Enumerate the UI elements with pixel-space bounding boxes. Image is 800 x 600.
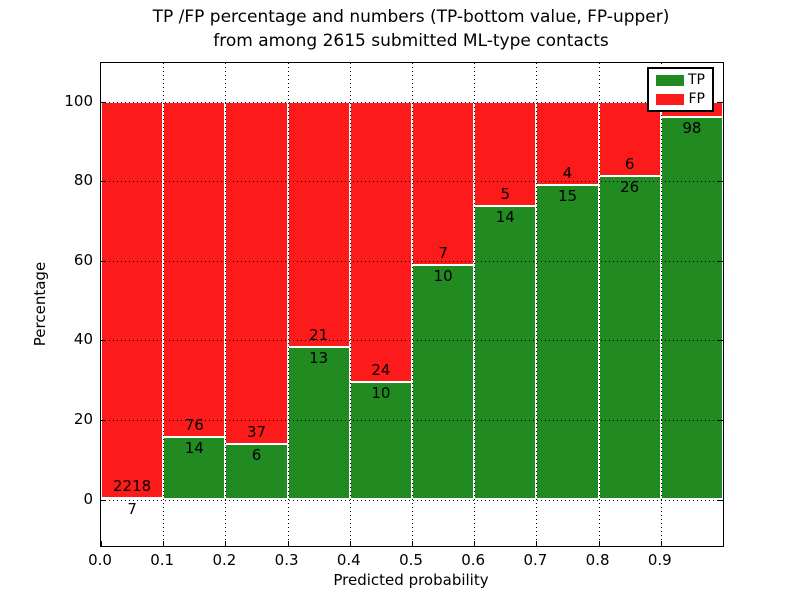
y-tick-mark-right (718, 260, 723, 262)
legend-row: TP (656, 73, 705, 87)
fp-count-label: 4 (562, 164, 573, 183)
bar-segment-fp (536, 101, 599, 186)
legend-swatch-tp (656, 74, 684, 86)
x-tick-mark (163, 541, 165, 546)
x-axis-label: Predicted probability (333, 571, 489, 589)
bar-segment-fp (163, 101, 226, 438)
bar-segment-tp (598, 175, 661, 500)
tick-layer (101, 63, 723, 546)
fp-count-label: 76 (184, 416, 204, 435)
tp-count-label: 26 (620, 177, 640, 196)
v-gridline (225, 63, 227, 546)
legend-swatch-fp (656, 93, 684, 105)
y-tick-mark-right (718, 101, 723, 103)
fp-count-label: 24 (371, 361, 391, 380)
x-tick-label: 0.5 (399, 551, 423, 569)
tp-count-label: 14 (495, 208, 515, 227)
y-tick-mark (101, 101, 106, 103)
tp-count-label: 15 (557, 187, 578, 206)
x-tick-label: 0.7 (523, 551, 548, 569)
y-tick-label: 20 (73, 409, 93, 428)
legend: TP FP (647, 67, 714, 112)
bar-segment-tp (660, 117, 723, 500)
y-tick-mark (101, 340, 106, 342)
grid-layer (101, 63, 723, 546)
bar-segment-tp (349, 382, 412, 500)
chart-title-line2: from among 2615 submitted ML-type contac… (213, 31, 609, 51)
y-tick-mark (101, 419, 106, 421)
y-tick-label: 100 (64, 91, 93, 110)
v-gridline (412, 63, 413, 546)
tp-count-label: 10 (433, 267, 453, 286)
bar-segment-fp (474, 101, 537, 207)
tp-count-label: 6 (251, 445, 262, 464)
v-gridline (660, 63, 662, 546)
x-tick-mark (660, 541, 662, 546)
fp-count-label: 2218 (113, 477, 152, 496)
tp-count-label: 7 (127, 500, 137, 519)
x-tick-mark (287, 541, 289, 546)
legend-row: FP (656, 92, 705, 106)
tp-count-label: 10 (371, 384, 391, 403)
y-tick-mark (101, 260, 106, 262)
annotation-layer: 2218 7 76 14 37 6 21 13 24 10 7 10 5 14 4 15 6 26 98 (101, 63, 723, 546)
x-tick-label: 0.2 (212, 551, 237, 569)
y-tick-mark (101, 499, 106, 501)
v-gridline (474, 63, 476, 546)
v-gridline (536, 63, 538, 546)
fp-count-label: 5 (500, 185, 511, 204)
bar-segment-tp (536, 185, 599, 500)
plot-area: 2218 7 76 14 37 6 21 13 24 10 7 10 5 14 4 15 6 26 98 (100, 62, 724, 547)
bar-segment-tp (225, 443, 288, 500)
bar-segment-tp (287, 347, 350, 500)
legend-label-tp: TP (688, 72, 705, 88)
y-tick-mark-right (718, 419, 723, 421)
x-tick-mark (474, 541, 476, 546)
tp-count-label: 98 (682, 119, 702, 138)
y-tick-mark-right (718, 181, 723, 183)
v-gridline (349, 63, 351, 546)
bar-segment-fp (349, 101, 412, 383)
x-tick-label: 0.0 (88, 551, 112, 569)
x-tick-mark (349, 541, 351, 546)
y-tick-mark-right (718, 340, 723, 342)
x-tick-mark (412, 541, 413, 546)
x-tick-label: 0.9 (647, 551, 672, 569)
y-tick-label: 40 (73, 330, 93, 349)
bars-layer (101, 63, 723, 546)
bar-segment-fp (412, 101, 475, 266)
y-tick-mark-right (718, 499, 723, 501)
fp-count-label: 21 (309, 326, 329, 345)
y-tick-label: 0 (83, 489, 93, 508)
x-tick-mark (225, 541, 227, 546)
legend-label-fp: FP (688, 91, 706, 107)
x-tick-label: 0.3 (274, 551, 299, 569)
bar-segment-fp (598, 101, 661, 176)
v-gridline (598, 63, 600, 546)
x-tick-mark (598, 541, 600, 546)
bar-segment-fp (287, 101, 350, 348)
bar-segment-fp (101, 101, 164, 499)
x-tick-label: 0.6 (461, 551, 486, 569)
x-tick-label: 0.1 (150, 551, 175, 569)
y-axis-label: Percentage (31, 261, 49, 347)
v-gridline (287, 63, 289, 546)
x-tick-mark (101, 541, 102, 546)
fp-count-label: 37 (246, 422, 267, 441)
x-tick-mark (536, 541, 538, 546)
tp-count-label: 13 (309, 349, 329, 368)
chart-title-line1: TP /FP percentage and numbers (TP-bottom… (152, 7, 670, 27)
y-tick-mark (101, 181, 106, 183)
x-tick-label: 0.8 (585, 551, 610, 569)
x-tick-label: 0.4 (336, 551, 361, 569)
y-tick-label: 60 (73, 250, 93, 269)
chart-title: TP /FP percentage and numbers (TP-bottom… (100, 5, 722, 53)
y-tick-label: 80 (73, 171, 93, 190)
v-gridline (163, 63, 165, 546)
fp-count-label: 7 (438, 244, 448, 263)
fp-count-label: 6 (624, 154, 635, 173)
tp-count-label: 14 (184, 439, 204, 458)
